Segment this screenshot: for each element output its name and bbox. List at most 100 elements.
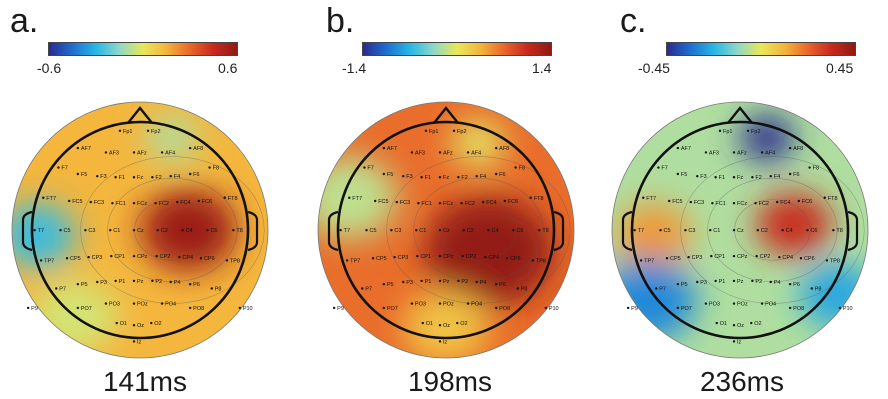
electrode-label: CPz (443, 254, 454, 260)
electrode-dot (732, 340, 736, 343)
electrode-label: F8 (519, 166, 525, 172)
electrode-dot (696, 174, 699, 178)
electrode-dot (503, 199, 506, 203)
electrode-label: P9 (31, 306, 38, 312)
electrode-label: P4 (174, 280, 181, 286)
electrode-dot (732, 228, 736, 232)
electrode-dot (104, 302, 108, 305)
electrode-label: TP7 (44, 258, 54, 264)
electrode-dot (505, 257, 509, 260)
electrode-dot (223, 196, 226, 199)
electrode-label: TP7 (644, 258, 654, 264)
electrode-label: P2 (461, 279, 468, 285)
electrode-label: P6 (499, 282, 506, 288)
electrode-dot (57, 166, 60, 169)
electrode-dot (626, 306, 630, 310)
electrode-dot (676, 172, 680, 176)
electrode-dot (709, 228, 712, 232)
electrode-dot (339, 228, 342, 232)
electrode-dot (494, 306, 498, 310)
electrode-label: TP8 (230, 258, 240, 264)
electrode-label: FT8 (828, 196, 838, 202)
map-border (611, 101, 869, 359)
electrode-label: Fp2 (457, 129, 466, 135)
electrode-label: CP4 (488, 255, 499, 261)
scalp-map: Fp1 Fp2 AF7 AF3 AFz AF4 AF8 F7 F5 F3 F1 Fz F2 F4 F6 F8 F… (317, 101, 575, 359)
electrode-dot (466, 302, 470, 305)
electrode-label: C5 (64, 228, 71, 234)
electrode-dot (531, 259, 535, 262)
electrode-label: CP1 (420, 254, 431, 260)
electrode-dot (732, 151, 736, 154)
electrode-label: FT7 (646, 196, 656, 202)
electrode-dot (160, 151, 164, 154)
electrode-dot (460, 201, 463, 205)
electrode-dot (482, 200, 485, 204)
electrode-dot (420, 176, 423, 179)
electrode-dot (415, 228, 418, 232)
electrode-dot (659, 228, 662, 232)
electrode-label: CP6 (804, 256, 815, 262)
colorbar (666, 42, 856, 56)
electrode-dot (711, 201, 714, 205)
electrode-label: PO7 (81, 306, 92, 312)
electrode-dot (438, 279, 442, 283)
head-outline (336, 120, 556, 340)
electrode-dot (382, 172, 386, 176)
electrode-dot (760, 151, 764, 154)
electrode-label: P3 (100, 280, 107, 286)
electrode-label: Pz (137, 279, 144, 285)
electrode-label: C3 (688, 228, 695, 234)
electrode-label: CP6 (204, 256, 215, 262)
electrode-label: C4 (186, 228, 193, 234)
electrode-dot (188, 146, 192, 150)
electrode-label: F2 (155, 175, 161, 181)
electrode-label: AF4 (165, 150, 175, 156)
electrode-label: F6 (499, 172, 505, 178)
electrode-label: CP6 (510, 256, 521, 262)
electrode-label: O2 (460, 321, 467, 327)
electrode-dot (633, 228, 636, 232)
electrode-dot (838, 306, 842, 310)
electrode-label: O1 (426, 321, 433, 327)
electrode-label: FT7 (352, 196, 362, 202)
electrode-label: AF7 (81, 146, 91, 152)
electrode-dot (462, 228, 465, 232)
electrode-dot (225, 259, 229, 262)
electrode-label: FC5 (378, 199, 388, 205)
electrode-label: P4 (774, 280, 781, 286)
electrode-dot (732, 324, 736, 327)
electrode-label: P2 (155, 279, 162, 285)
electrode-dot (76, 306, 80, 310)
electrode-label: F5 (681, 172, 687, 178)
panel-a: a. -0.6 0.6 Fp1 Fp2 AF7 AF3 AFz AF4 AF8 F7 F5 F3 F… (0, 0, 296, 399)
electrode-label: O1 (720, 321, 727, 327)
electrode-dot (438, 228, 442, 232)
electrode-label: Iz (137, 339, 142, 345)
electrode-dot (154, 201, 157, 205)
electrode-label: C3 (88, 228, 95, 234)
electrode-label: PO3 (709, 302, 720, 308)
electrode-label: Cz (137, 228, 144, 234)
electrode-label: CP4 (782, 255, 793, 261)
electrode-dot (210, 287, 213, 290)
electrode-dot (776, 200, 779, 204)
electrode-label: P3 (406, 280, 413, 286)
head-outline (30, 120, 250, 340)
electrode-label: P5 (681, 282, 688, 288)
electrode-label: AFz (443, 150, 453, 156)
electrode-dot (410, 302, 414, 305)
electrode-label: F4 (174, 174, 180, 180)
electrode-label: FC2 (465, 201, 475, 207)
electrode-dot (718, 129, 722, 132)
electrode-dot (132, 324, 136, 327)
electrode-label: PO4 (765, 302, 776, 308)
colorbar-max-label: 0.6 (218, 60, 238, 76)
electrode-dot (365, 228, 368, 232)
electrode-label: POz (137, 302, 148, 308)
electrode-dot (178, 255, 181, 259)
electrode-dot (348, 196, 351, 199)
electrode-dot (87, 255, 90, 259)
right-ear-marker (553, 210, 565, 252)
electrode-label: FC4 (180, 200, 190, 206)
